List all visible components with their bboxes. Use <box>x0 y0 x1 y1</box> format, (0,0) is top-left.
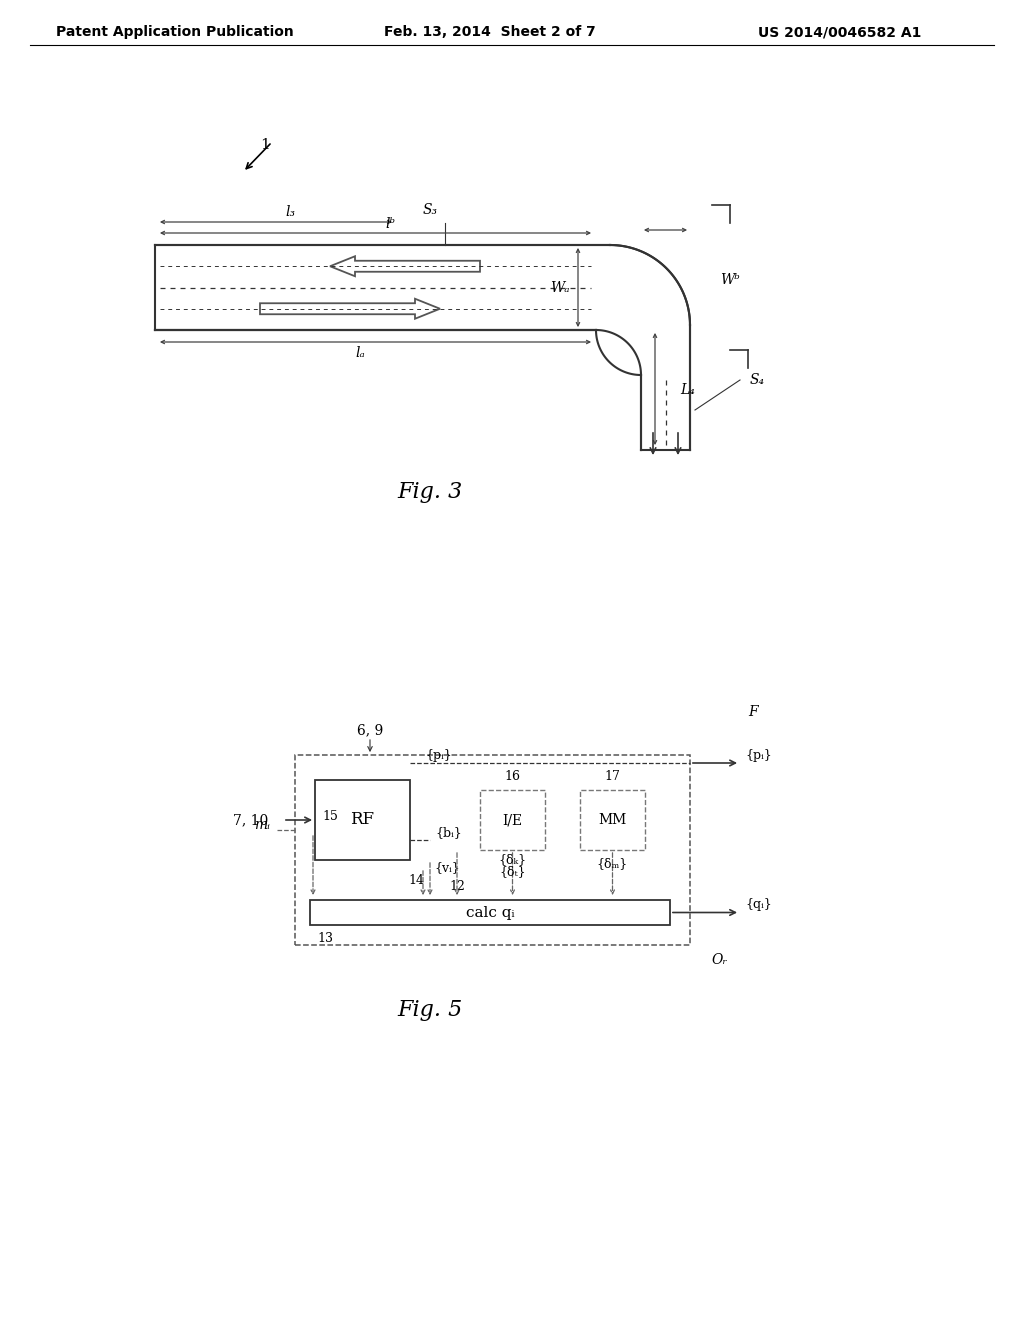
Text: Wₐ: Wₐ <box>551 281 570 294</box>
Text: {bᵢ}: {bᵢ} <box>435 826 462 840</box>
Text: {vᵢ}: {vᵢ} <box>434 862 460 874</box>
Bar <box>580 789 645 850</box>
Text: Patent Application Publication: Patent Application Publication <box>56 25 294 40</box>
Bar <box>295 755 690 945</box>
Text: {pᵢ}: {pᵢ} <box>425 748 452 762</box>
Bar <box>310 900 670 925</box>
Text: S₄: S₄ <box>750 374 765 387</box>
Bar <box>315 780 410 861</box>
Text: I/E: I/E <box>503 813 522 828</box>
Text: Fig. 3: Fig. 3 <box>397 480 463 503</box>
Text: {δₖ}: {δₖ} <box>499 854 526 866</box>
Text: {δₜ}: {δₜ} <box>499 866 525 879</box>
Text: 15: 15 <box>323 810 338 824</box>
Text: 16: 16 <box>505 770 520 783</box>
Text: mᵢ: mᵢ <box>254 818 270 832</box>
Text: US 2014/0046582 A1: US 2014/0046582 A1 <box>759 25 922 40</box>
Text: 13: 13 <box>317 932 333 945</box>
Text: lₐ: lₐ <box>355 346 365 360</box>
Text: RF: RF <box>350 812 375 829</box>
Text: F: F <box>748 705 758 719</box>
Text: 7, 10: 7, 10 <box>232 813 268 828</box>
Text: {pᵢ}: {pᵢ} <box>745 748 772 762</box>
Text: 17: 17 <box>604 770 621 783</box>
Text: MM: MM <box>598 813 627 828</box>
Text: Fig. 5: Fig. 5 <box>397 999 463 1020</box>
Text: 12: 12 <box>450 879 465 892</box>
Text: 14: 14 <box>408 874 424 887</box>
Text: {qᵢ}: {qᵢ} <box>745 898 772 911</box>
Text: Feb. 13, 2014  Sheet 2 of 7: Feb. 13, 2014 Sheet 2 of 7 <box>384 25 596 40</box>
Text: 6, 9: 6, 9 <box>357 723 383 737</box>
Text: S₃: S₃ <box>423 203 437 216</box>
Text: lᵇ: lᵇ <box>385 216 395 231</box>
Text: calc qᵢ: calc qᵢ <box>466 906 514 920</box>
Text: Wᵇ: Wᵇ <box>720 273 739 286</box>
Text: 1: 1 <box>260 139 270 152</box>
Text: l₃: l₃ <box>285 205 295 219</box>
Text: Oᵣ: Oᵣ <box>712 953 728 968</box>
Bar <box>480 789 545 850</box>
Text: L₄: L₄ <box>680 383 695 397</box>
Text: {δₘ}: {δₘ} <box>597 858 628 870</box>
